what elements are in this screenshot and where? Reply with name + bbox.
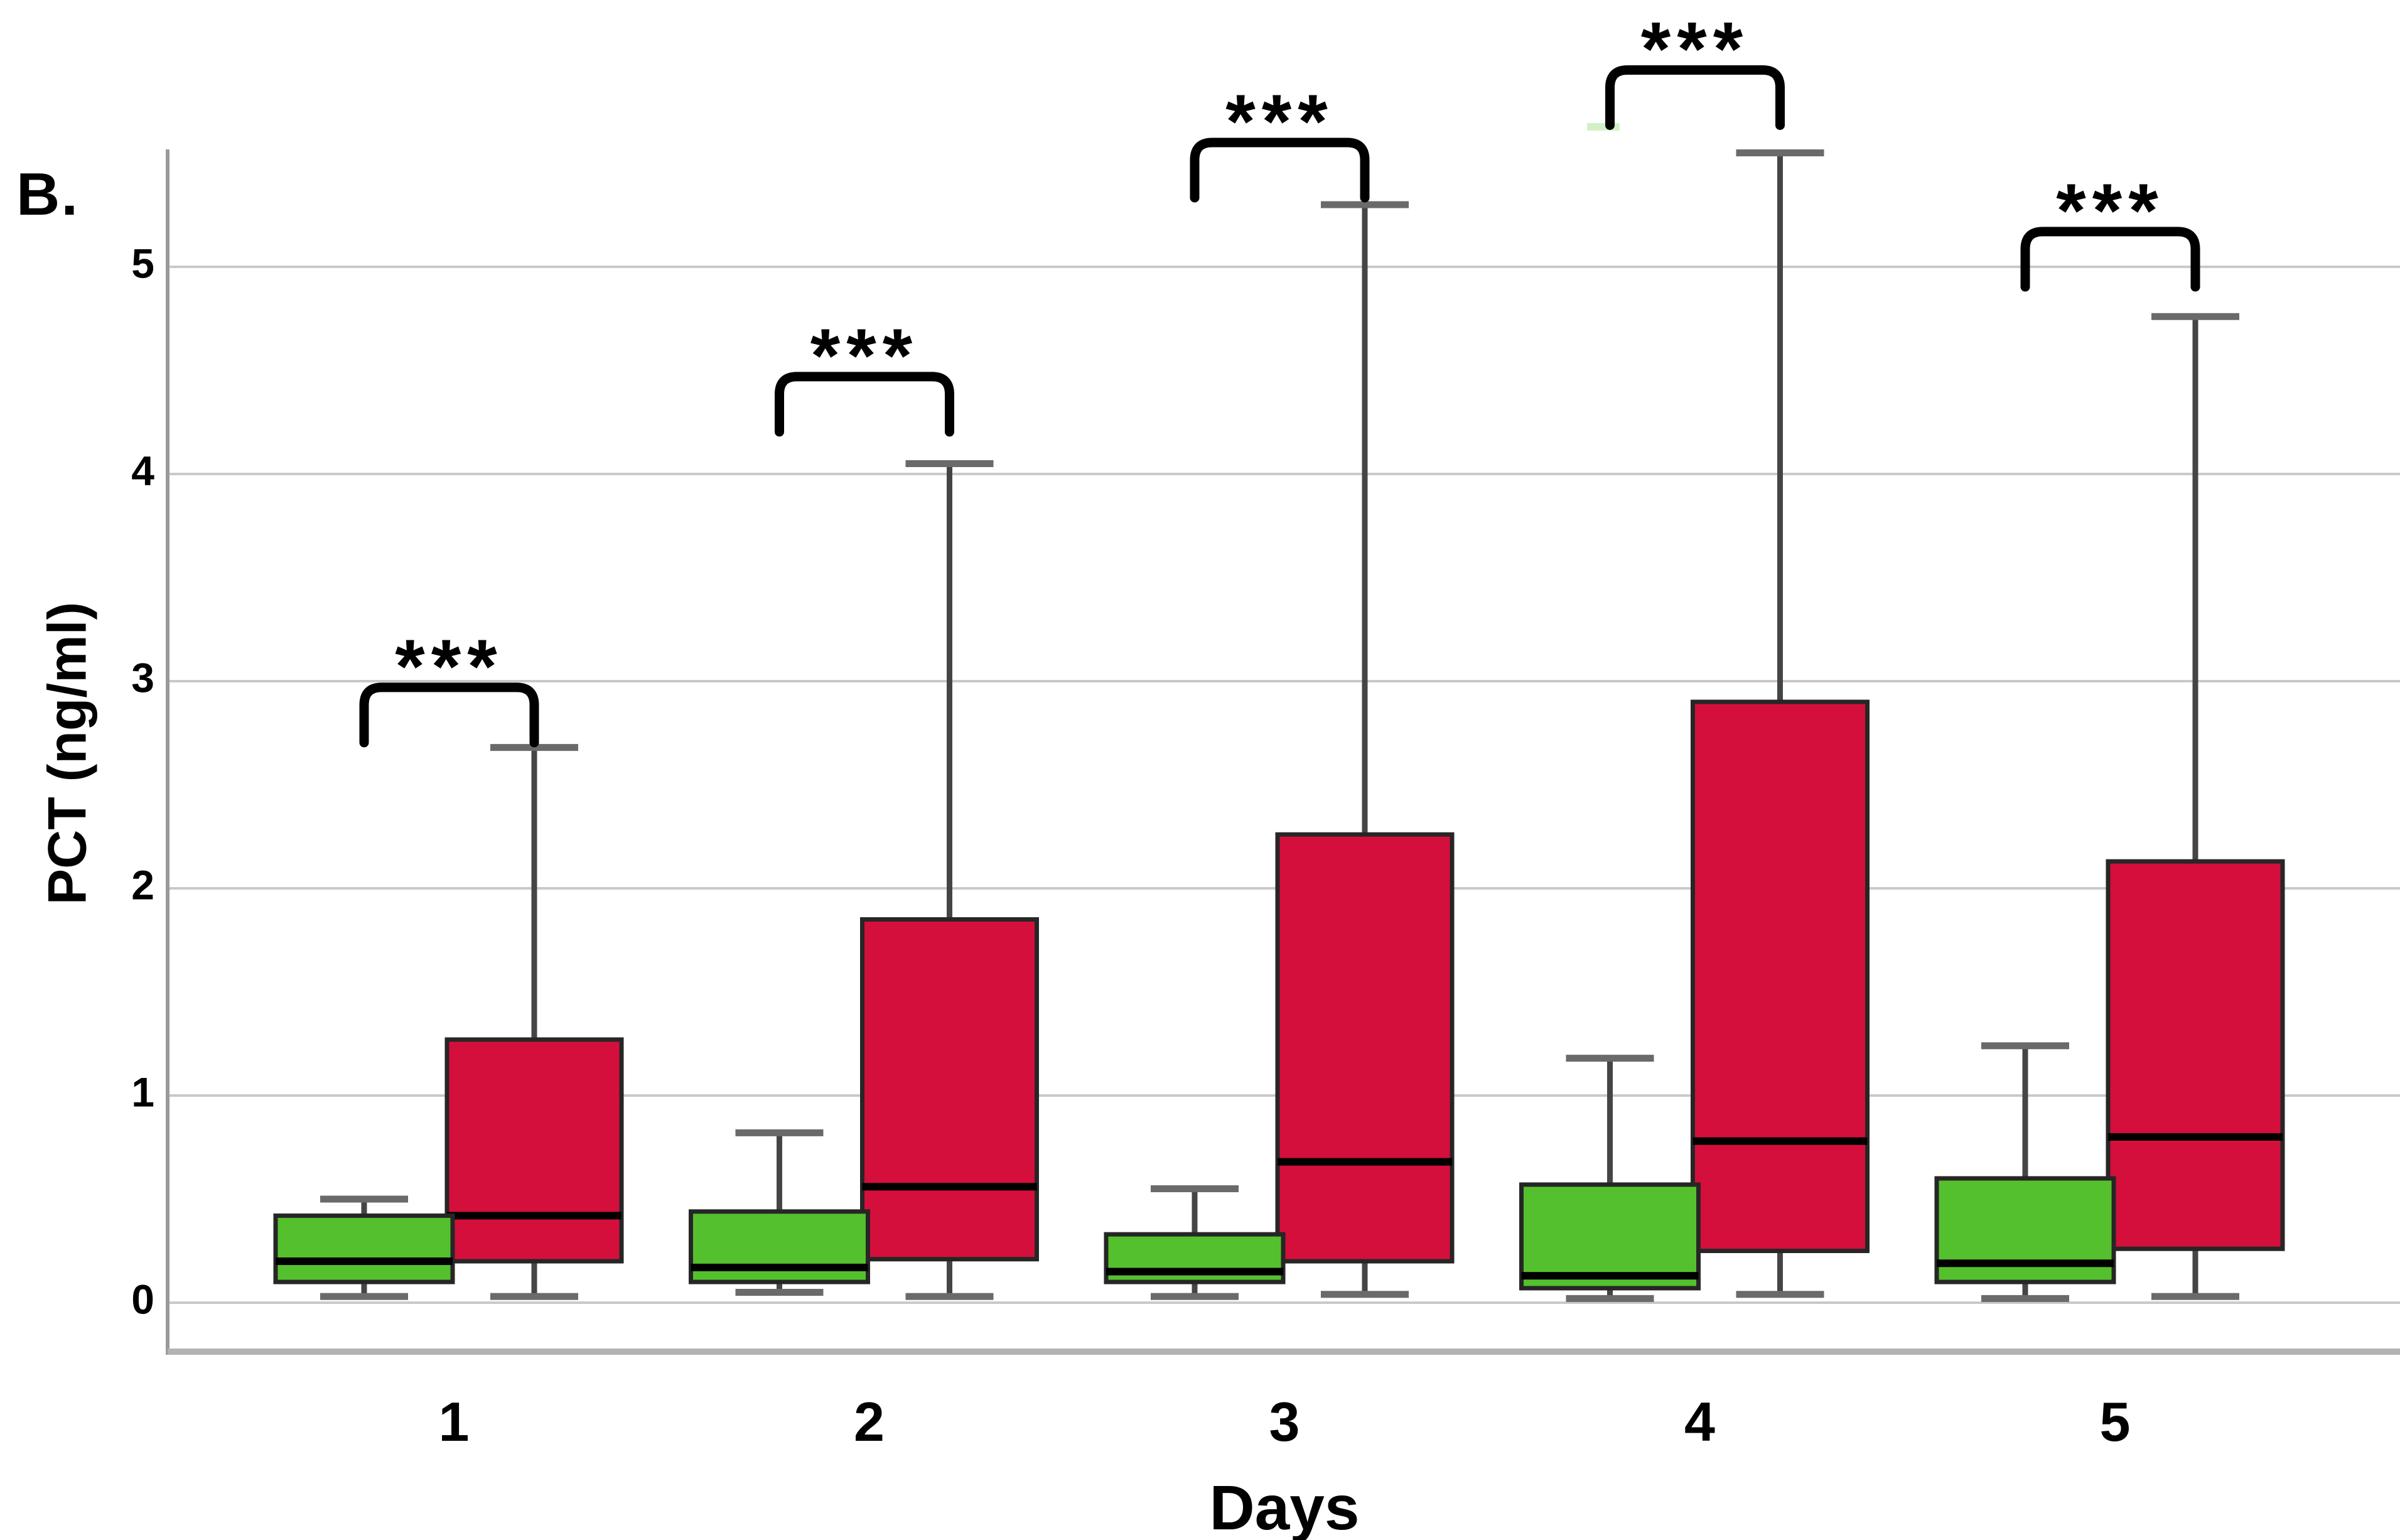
significance-stars-day-1: ***: [395, 623, 503, 709]
panel-label: B.: [16, 161, 79, 228]
box-day-3-red-iqr: [1275, 832, 1455, 1264]
significance-bracket-day-3: [1190, 137, 1370, 203]
x-tick-label-3: 3: [1269, 1391, 1300, 1453]
y-axis-title: PCT (ng/ml): [37, 601, 98, 905]
y-tick-label-4: 4: [131, 447, 154, 493]
y-tick-label-5: 5: [131, 240, 154, 286]
box-day-2-red-iqr: [860, 917, 1039, 1262]
y-tick-label-3: 3: [131, 654, 154, 701]
box-day-4-red-iqr: [1691, 699, 1870, 1253]
box-day-5-red-iqr: [2106, 859, 2285, 1251]
x-tick-label-5: 5: [2100, 1391, 2131, 1453]
significance-bracket-day-5: [2020, 227, 2200, 292]
significance-stars-day-3: ***: [1225, 78, 1333, 164]
significance-bracket-day-2: [775, 372, 954, 437]
y-tick-label-2: 2: [131, 861, 154, 908]
x-tick-label-4: 4: [1684, 1391, 1715, 1453]
box-day-1-green-iqr: [273, 1213, 455, 1284]
significance-stars-day-2: ***: [810, 313, 918, 398]
significance-bracket-day-4: [1605, 65, 1785, 130]
x-tick-label-1: 1: [439, 1391, 470, 1453]
x-axis-title: Days: [1209, 1473, 1360, 1540]
y-tick-label-0: 0: [131, 1276, 154, 1322]
box-day-4-green-iqr: [1519, 1182, 1701, 1291]
x-axis-frame-line: [168, 1349, 2400, 1355]
x-tick-label-2: 2: [854, 1391, 885, 1453]
y-tick-label-1: 1: [131, 1069, 154, 1115]
significance-stars-day-5: ***: [2056, 168, 2164, 253]
stray-green-mark: [1587, 123, 1620, 131]
box-day-2-green-iqr: [689, 1209, 870, 1284]
box-day-1-red-iqr: [444, 1037, 624, 1264]
significance-bracket-day-1: [359, 682, 539, 748]
significance-stars-day-4: ***: [1641, 6, 1749, 92]
